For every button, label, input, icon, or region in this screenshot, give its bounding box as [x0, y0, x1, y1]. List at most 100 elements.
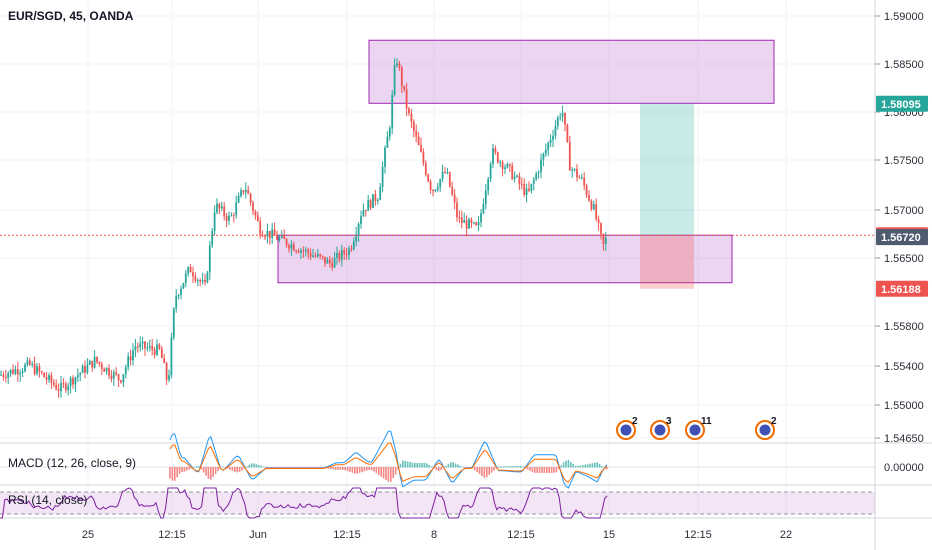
macd-histogram-bar — [464, 467, 466, 468]
candle-body — [24, 364, 26, 372]
candle-body — [312, 255, 314, 257]
candle-body — [559, 116, 562, 118]
candle-body — [391, 94, 394, 129]
macd-histogram-bar — [322, 467, 325, 468]
candle-body — [225, 215, 228, 221]
macd-histogram-bar — [529, 467, 531, 471]
macd-histogram-bar — [294, 467, 296, 468]
candle-body — [585, 185, 588, 196]
candle-body — [247, 189, 250, 194]
candle-body — [144, 341, 146, 349]
candle-body — [482, 204, 485, 214]
candle-body — [168, 375, 170, 380]
candle-body — [540, 159, 542, 173]
macd-histogram-bar — [450, 462, 452, 468]
candle-body — [216, 203, 218, 213]
candle-body — [400, 67, 403, 86]
candle-body — [153, 349, 156, 355]
macd-histogram-bar — [519, 466, 522, 468]
candle-body — [410, 113, 413, 122]
candle-body — [230, 215, 233, 217]
candle-body — [561, 112, 564, 117]
macd-histogram-bar — [457, 464, 459, 468]
macd-histogram-bar — [445, 466, 447, 468]
macd-histogram-bar — [296, 467, 298, 468]
candle-body — [328, 259, 331, 264]
macd-histogram-bar — [488, 467, 490, 475]
macd-histogram-bar — [536, 467, 538, 473]
candle-body — [307, 249, 310, 254]
candle-body — [590, 200, 593, 210]
candle-body — [235, 202, 238, 216]
macd-histogram-bar — [270, 467, 272, 468]
macd-histogram-bar — [207, 467, 210, 479]
time-axis[interactable]: 25 12:15 Jun 12:15 8 12:15 15 12:15 22 — [82, 529, 792, 541]
candle-body — [74, 377, 77, 385]
candle-body — [379, 186, 382, 201]
macd-histogram-bar — [469, 467, 471, 468]
macd-histogram-bar — [591, 463, 594, 468]
event-markers[interactable]: 2 3 11 2 — [616, 416, 777, 440]
macd-histogram-bar — [562, 462, 565, 468]
candle-body — [105, 367, 108, 372]
candle-body — [98, 361, 101, 364]
rsi-label: RSI (14, close) — [8, 493, 87, 507]
macd-histogram-bar — [373, 467, 375, 472]
candle-body — [499, 161, 502, 163]
macd-histogram-bar — [426, 463, 428, 468]
price-tag — [876, 229, 928, 246]
rsi-line — [0, 487, 608, 519]
price-axis[interactable]: 1.590001.585001.580001.575001.570001.565… — [875, 11, 924, 445]
candle-body — [592, 204, 595, 210]
candle-body — [564, 112, 566, 125]
macd-histogram-bar — [394, 467, 397, 475]
macd-histogram-bar — [171, 467, 174, 481]
candle-body — [199, 280, 202, 282]
rsi-pane[interactable] — [0, 487, 875, 519]
macd-histogram-bar — [411, 462, 414, 468]
position-stop-area[interactable] — [640, 235, 694, 289]
macd-histogram-bar — [361, 467, 363, 473]
macd-pane[interactable]: 0.00000 — [0, 430, 924, 489]
macd-histogram-bar — [543, 467, 546, 473]
supply-zone[interactable] — [368, 39, 775, 104]
macd-histogram-bar — [440, 467, 442, 471]
candle-body — [573, 168, 576, 170]
macd-histogram-bar — [298, 467, 301, 468]
candle-body — [475, 222, 478, 226]
candle-body — [172, 308, 175, 338]
time-tick-label: 25 — [82, 529, 94, 541]
macd-histogram-bar — [534, 467, 536, 473]
macd-histogram-bar — [596, 462, 598, 468]
macd-histogram-bar — [397, 467, 399, 470]
candle-body — [81, 366, 84, 374]
macd-histogram-bar — [195, 466, 198, 468]
event-marker-count: 3 — [666, 416, 672, 427]
candle-body — [55, 385, 58, 390]
macd-histogram-bar — [248, 464, 250, 468]
candle-body — [242, 190, 245, 193]
macd-histogram-bar — [301, 467, 303, 468]
candle-body — [441, 171, 444, 180]
candle-body — [566, 124, 569, 142]
macd-histogram-bar — [368, 467, 370, 471]
position-target-area[interactable] — [640, 103, 694, 236]
candle-body — [177, 295, 180, 297]
macd-histogram-bar — [392, 467, 394, 479]
candle-body — [292, 244, 295, 251]
candle-body — [340, 250, 343, 260]
candle-body — [79, 373, 82, 376]
candle-body — [520, 183, 523, 185]
macd-histogram-bar — [188, 467, 190, 470]
candle-body — [249, 193, 252, 203]
candle-body — [19, 372, 22, 375]
macd-histogram-bar — [332, 467, 334, 470]
candle-body — [206, 272, 209, 283]
macd-histogram-bar — [279, 467, 282, 468]
macd-histogram-bar — [229, 467, 231, 470]
macd-histogram-bar — [255, 464, 258, 468]
candle-body — [264, 236, 266, 238]
macd-histogram-bar — [351, 467, 354, 473]
candle-body — [302, 250, 305, 252]
